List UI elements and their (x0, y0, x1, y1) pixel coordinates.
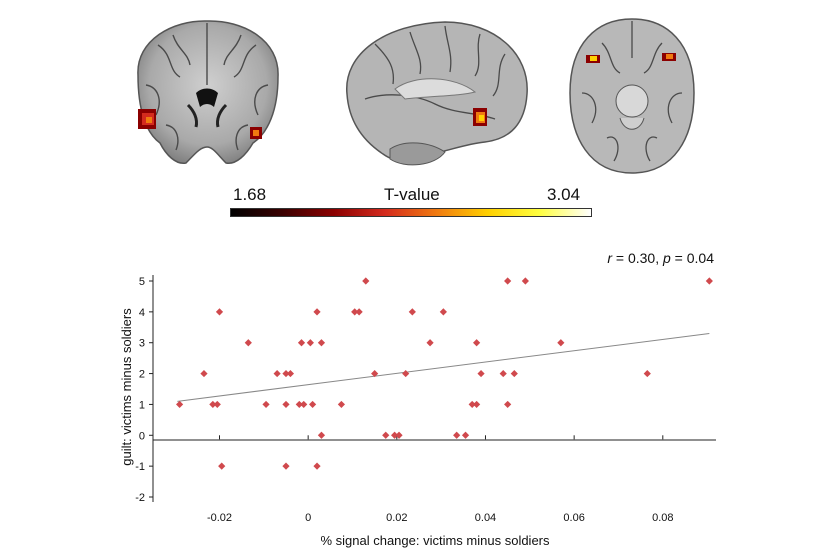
x-tick-label: 0.08 (652, 512, 673, 524)
colorbar-max-label: 3.04 (547, 185, 581, 204)
data-point (286, 369, 295, 378)
data-point (313, 462, 321, 470)
data-point (244, 339, 252, 347)
data-point (705, 277, 713, 285)
data-point (453, 431, 461, 439)
colorbar-min-label: 1.68 (233, 185, 267, 204)
data-point (391, 431, 399, 439)
scatter-points (175, 277, 713, 470)
x-tick-label: -0.02 (207, 512, 232, 524)
data-point (402, 369, 410, 378)
sagittal-brain-slice (346, 21, 528, 166)
data-point (461, 431, 470, 439)
data-point (371, 369, 379, 378)
y-tick-label: 3 (139, 338, 145, 350)
colorbar-title: T-value (384, 185, 440, 204)
y-axis-label: guilt: victims minus soldiers (119, 308, 134, 466)
data-point (313, 308, 321, 316)
data-point (557, 339, 565, 347)
data-point (439, 308, 447, 316)
y-tick-label: 5 (139, 276, 145, 288)
data-point (337, 400, 346, 409)
data-point (317, 339, 326, 347)
data-point (215, 308, 224, 316)
data-point (521, 277, 529, 285)
x-tick-label: 0.06 (563, 512, 584, 524)
data-point (426, 339, 434, 347)
y-tick-label: -2 (135, 492, 145, 504)
regression-line (177, 332, 710, 402)
data-point (282, 400, 290, 409)
data-point (395, 431, 403, 439)
stat-annotation: r = 0.30, p = 0.04 (607, 250, 714, 266)
y-tick-label: 2 (139, 369, 145, 381)
y-tick-label: 4 (139, 307, 145, 319)
data-point (218, 462, 226, 470)
data-point (175, 400, 184, 409)
data-point (262, 400, 270, 409)
y-axis-ticks: -2 -1 0 1 2 3 4 5 (135, 276, 153, 504)
x-axis-label: % signal change: victims minus soldiers (320, 533, 550, 548)
coronal-brain-slice (137, 20, 279, 164)
y-tick-label: 1 (139, 399, 145, 411)
y-tick-label: 0 (139, 430, 145, 442)
data-point (510, 369, 518, 378)
data-point (297, 339, 306, 347)
y-tick-label: -1 (135, 461, 145, 473)
data-point (408, 308, 416, 316)
data-point (213, 400, 221, 409)
data-point (351, 308, 359, 316)
data-point (468, 400, 476, 409)
t-value-colorbar (230, 208, 592, 217)
x-tick-label: 0.04 (475, 512, 496, 524)
axial-brain-slice (569, 18, 695, 174)
x-tick-label: 0 (305, 512, 311, 524)
data-point (643, 369, 651, 378)
data-point (282, 369, 290, 378)
data-point (382, 431, 390, 439)
data-point (504, 400, 512, 409)
data-point (317, 431, 326, 439)
data-point (295, 400, 303, 409)
data-point (499, 369, 507, 378)
data-point (300, 400, 308, 409)
data-point (355, 308, 363, 316)
data-point (473, 400, 481, 409)
data-point (306, 339, 314, 347)
x-axis-ticks: -0.02 0 0.02 0.04 0.06 0.08 (207, 435, 674, 524)
data-point (362, 277, 370, 285)
x-tick-label: 0.02 (386, 512, 407, 524)
data-point (200, 369, 208, 378)
data-point (273, 369, 281, 378)
data-point (477, 369, 485, 378)
data-point (282, 462, 290, 470)
data-point (308, 400, 317, 409)
data-point (504, 277, 512, 285)
data-point (473, 339, 481, 347)
data-point (209, 400, 217, 409)
